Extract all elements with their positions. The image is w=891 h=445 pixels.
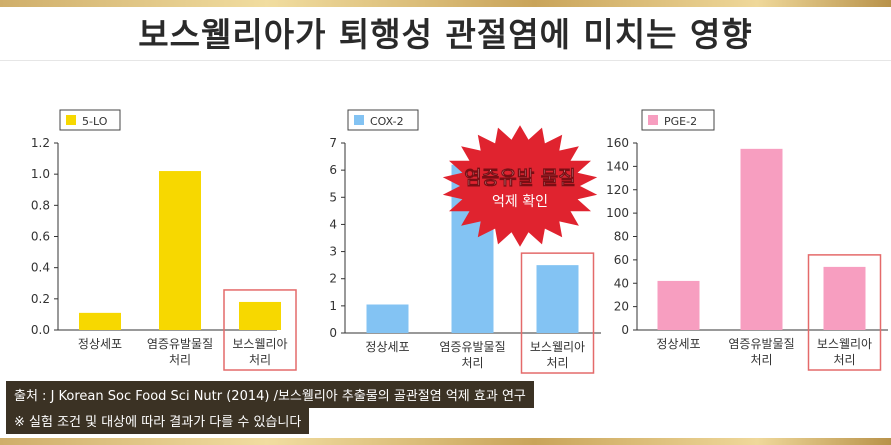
y-tick-label: 6 <box>329 163 337 177</box>
category-label: 처리 <box>546 356 568 370</box>
bar <box>366 304 409 333</box>
category-label: 염증유발물질 <box>439 340 505 354</box>
y-tick-label: 100 <box>606 206 629 220</box>
y-tick-label: 3 <box>329 245 337 259</box>
y-tick-label: 20 <box>614 300 629 314</box>
y-tick-label: 60 <box>614 253 629 267</box>
bar <box>536 265 579 333</box>
page-title: 보스웰리아가 퇴행성 관절염에 미치는 영향 <box>138 15 753 54</box>
y-tick-label: 7 <box>329 136 337 150</box>
y-tick-label: 1 <box>329 299 337 313</box>
y-tick-label: 120 <box>606 183 629 197</box>
starburst-badge <box>442 125 598 247</box>
legend-label-2: PGE-2 <box>664 115 697 128</box>
legend-swatch-0 <box>66 115 76 125</box>
bar <box>79 312 121 330</box>
category-label: 처리 <box>249 353 271 367</box>
legend-label-0: 5-LO <box>82 115 108 128</box>
bar <box>657 280 700 330</box>
disclaimer-note: ※ 실험 조건 및 대상에 따라 결과가 다를 수 있습니다 <box>6 407 310 434</box>
category-label: 정상세포 <box>365 340 409 354</box>
y-tick-label: 140 <box>606 159 629 173</box>
title-divider <box>0 60 891 61</box>
y-tick-label: 1.0 <box>31 167 50 181</box>
category-label: 정상세포 <box>78 337 122 351</box>
category-label: 보스웰리아 <box>817 337 872 351</box>
badge-line1: 염증유발 물질 <box>464 167 576 189</box>
top-gold-band <box>0 0 891 7</box>
y-tick-label: 0 <box>329 326 337 340</box>
y-tick-label: 0.4 <box>31 261 50 275</box>
y-tick-label: 5 <box>329 190 337 204</box>
category-label: 염증유발물질 <box>147 337 213 351</box>
bottom-gold-band <box>0 438 891 445</box>
y-tick-label: 80 <box>614 230 629 244</box>
badge-line2: 억제 확인 <box>492 194 548 210</box>
bar <box>159 171 201 330</box>
bar <box>823 266 866 330</box>
category-label: 처리 <box>833 353 855 367</box>
legend-box-2 <box>641 109 715 131</box>
y-tick-label: 1.2 <box>31 136 50 150</box>
category-label: 처리 <box>461 356 483 370</box>
legend-swatch-1 <box>354 115 364 125</box>
y-tick-label: 2 <box>329 272 337 286</box>
y-tick-label: 0.0 <box>31 323 50 337</box>
y-tick-label: 160 <box>606 136 629 150</box>
y-tick-label: 40 <box>614 276 629 290</box>
bar <box>239 301 281 330</box>
legend-swatch-2 <box>648 115 658 125</box>
bar <box>740 148 783 330</box>
category-label: 정상세포 <box>656 337 700 351</box>
category-label: 염증유발물질 <box>728 337 794 351</box>
category-label: 처리 <box>169 353 191 367</box>
legend-box-1 <box>347 109 419 131</box>
y-tick-label: 0.6 <box>31 230 50 244</box>
category-label: 처리 <box>750 353 772 367</box>
y-tick-label: 0.2 <box>31 292 50 306</box>
legend-label-1: COX-2 <box>370 115 404 128</box>
category-label: 보스웰리아 <box>232 337 287 351</box>
highlight-box-0 <box>223 289 297 371</box>
highlight-box-1 <box>520 252 595 374</box>
source-note: 출처 : J Korean Soc Food Sci Nutr (2014) /… <box>6 381 534 408</box>
y-tick-label: 0 <box>621 323 629 337</box>
y-tick-label: 4 <box>329 217 337 231</box>
highlight-box-2 <box>807 254 882 371</box>
category-label: 보스웰리아 <box>530 340 585 354</box>
y-tick-label: 0.8 <box>31 198 50 212</box>
